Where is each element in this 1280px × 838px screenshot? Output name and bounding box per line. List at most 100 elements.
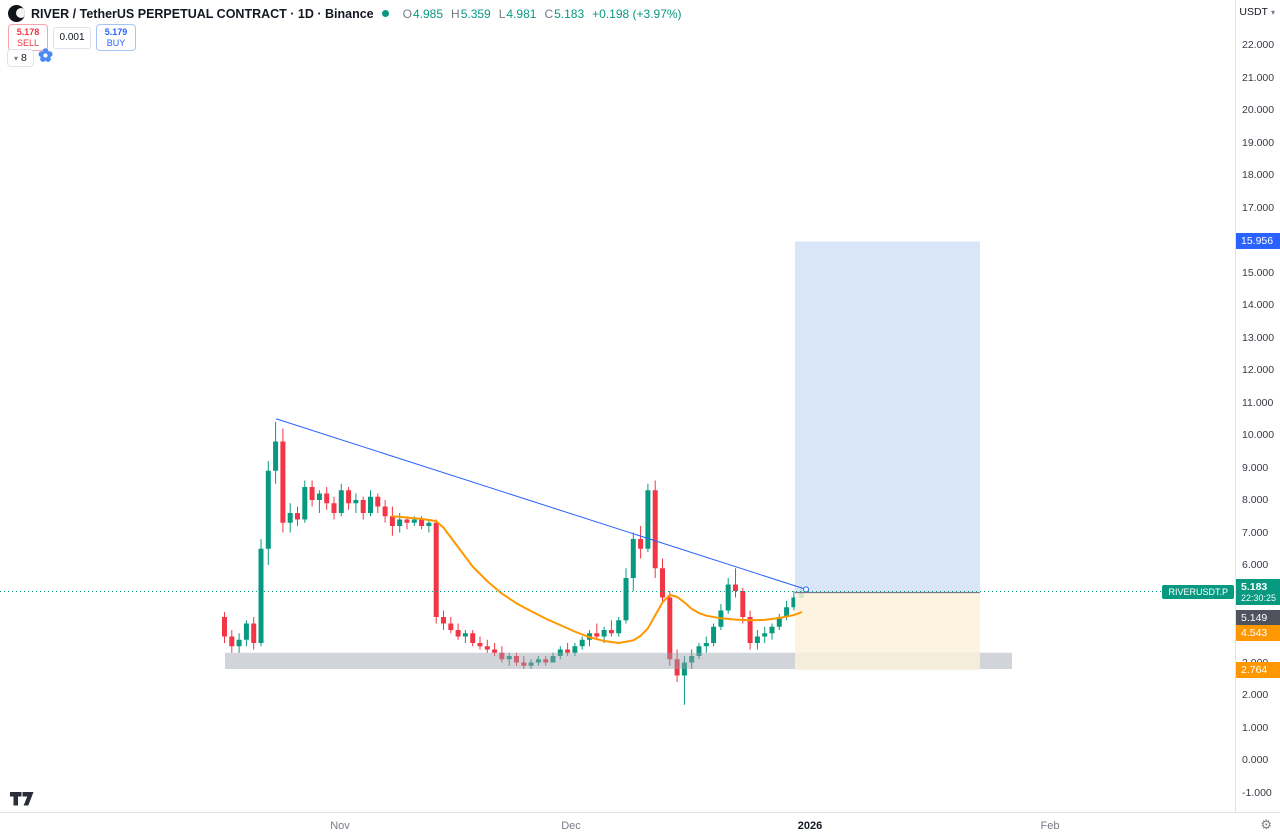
candle-body — [477, 643, 483, 647]
candle-body — [295, 513, 300, 520]
trendline[interactable] — [275, 418, 807, 590]
long-position-profit-zone[interactable] — [795, 241, 980, 593]
candle-body — [543, 659, 549, 663]
candle-body — [784, 607, 790, 617]
price-tick: 10.000 — [1242, 429, 1275, 441]
indicator-count: 8 — [21, 52, 27, 64]
open-label: O — [402, 6, 412, 21]
price-tick: 8.000 — [1242, 494, 1269, 506]
candle-body — [550, 656, 556, 663]
candle-body — [287, 513, 293, 523]
candle-body — [681, 662, 687, 676]
candle-body — [674, 659, 680, 676]
buy-price: 5.179 — [104, 26, 128, 37]
candle-body — [251, 623, 257, 643]
high-label: H — [451, 6, 460, 21]
price-tick: 13.000 — [1242, 331, 1275, 344]
candle-body — [368, 496, 373, 513]
candle-body — [243, 623, 249, 640]
candle-body — [462, 633, 468, 637]
last-price-symbol-tag[interactable]: RIVERUSDT.P — [1162, 584, 1234, 599]
long-position-loss-zone[interactable] — [795, 592, 980, 671]
symbol-logo — [8, 5, 25, 22]
low-label: L — [498, 6, 506, 21]
candle-body — [309, 487, 315, 500]
price-tick: 9.000 — [1242, 461, 1269, 474]
symbol-title[interactable]: RIVER / TetherUS PERPETUAL CONTRACT · 1D… — [31, 6, 374, 21]
candle-body — [689, 656, 695, 663]
trendline-handle[interactable] — [803, 586, 809, 593]
candle-body — [382, 506, 388, 517]
candle-body — [404, 519, 410, 523]
candle-body — [229, 636, 235, 647]
candle-body — [660, 568, 665, 598]
price-tick: 19.000 — [1242, 136, 1275, 149]
price-tick: 17.000 — [1242, 201, 1275, 214]
candle-body — [360, 500, 366, 513]
candle-body — [236, 639, 242, 647]
candle-body — [776, 617, 782, 627]
candle-body — [302, 487, 308, 520]
price-tick: -1.000 — [1242, 786, 1272, 799]
price-tick: 1.000 — [1242, 721, 1269, 734]
candle-body — [791, 597, 797, 608]
candle-body — [521, 662, 527, 666]
candle-body — [740, 591, 746, 617]
time-axis[interactable]: ⚙ Nov Dec 2026 Feb — [0, 812, 1280, 838]
candle-body — [222, 617, 227, 637]
candle-body — [258, 548, 264, 643]
candle-body — [441, 617, 446, 624]
trade-buttons: 5.178 SELL 0.001 5.179 BUY — [8, 24, 136, 51]
candle-body — [733, 584, 738, 591]
sell-button[interactable]: 5.178 SELL — [8, 24, 48, 51]
price-tick: 0.000 — [1242, 754, 1269, 766]
last-price-value: 5.183 — [1241, 580, 1268, 593]
ma-line — [391, 515, 803, 644]
candle-body — [514, 656, 519, 663]
price-tick: 20.000 — [1242, 104, 1275, 116]
indicator-count-dropdown[interactable]: ▾ 8 — [7, 49, 34, 67]
candle-body — [747, 617, 753, 643]
price-tick: 6.000 — [1242, 559, 1269, 571]
high-value: 5.359 — [460, 6, 491, 21]
close-value: 5.183 — [554, 6, 585, 21]
axis-currency-selector[interactable]: USDT ▾ — [1239, 6, 1275, 18]
candle-body — [725, 584, 731, 611]
candle-body — [455, 630, 461, 637]
candle-body — [696, 646, 702, 656]
flower-icon[interactable] — [38, 48, 53, 68]
price-tick: 21.000 — [1242, 71, 1275, 84]
price-tick: 2.000 — [1242, 689, 1269, 701]
candle-body — [324, 493, 330, 504]
quantity-field[interactable]: 0.001 — [53, 26, 91, 49]
chart-plot[interactable] — [0, 0, 1236, 812]
candle-body — [630, 539, 636, 578]
ma-value-label[interactable]: 4.543 — [1236, 625, 1280, 642]
sell-price: 5.178 — [16, 26, 40, 37]
last-price-label[interactable]: 5.183 22:30:25 — [1236, 578, 1280, 605]
gear-icon[interactable]: ⚙ — [1260, 817, 1272, 832]
candle-body — [535, 659, 541, 663]
candle-body — [601, 630, 607, 637]
price-tick: 22.000 — [1242, 39, 1275, 51]
candle-body — [499, 652, 505, 660]
target-price-label[interactable]: 15.956 — [1236, 233, 1280, 250]
entry-price-label[interactable]: 5.149 — [1236, 610, 1280, 627]
candle-body — [470, 633, 476, 643]
buy-button[interactable]: 5.179 BUY — [96, 24, 136, 51]
tradingview-logo[interactable] — [10, 792, 34, 813]
chevron-down-icon: ▾ — [14, 53, 19, 63]
stop-price-label[interactable]: 2.764 — [1236, 662, 1280, 679]
candle-body — [353, 500, 359, 504]
candle-body — [594, 633, 600, 637]
candle-body — [316, 493, 322, 500]
candle-body — [506, 656, 512, 660]
low-value: 4.981 — [506, 6, 537, 21]
price-tick: 14.000 — [1242, 299, 1275, 311]
candle-body — [492, 649, 498, 653]
time-tick: Feb — [1040, 820, 1060, 832]
market-status-dot — [381, 10, 389, 17]
buy-label: BUY — [106, 37, 126, 48]
price-axis[interactable]: 15.956 5.183 22:30:25 5.149 4.543 2.764 … — [1235, 0, 1280, 812]
